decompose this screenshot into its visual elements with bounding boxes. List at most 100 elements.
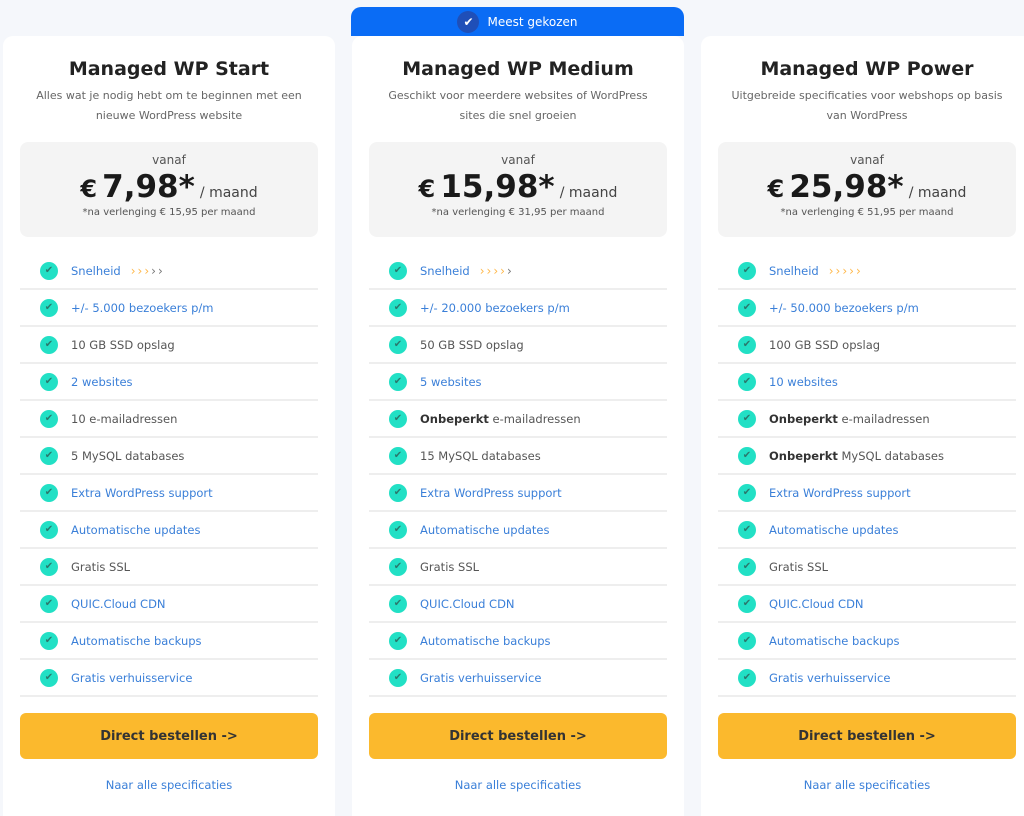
feature-item[interactable]: ✔ QUIC.Cloud CDN <box>20 586 318 623</box>
feature-item[interactable]: ✔ Automatische updates <box>369 512 667 549</box>
feature-text: 50 GB SSD opslag <box>420 337 524 352</box>
check-circle-icon: ✔ <box>389 409 407 428</box>
feature-bold: Onbeperkt <box>420 411 489 426</box>
chevron-right-icon: › <box>493 263 501 278</box>
check-circle-icon: ✔ <box>738 631 756 650</box>
feature-item[interactable]: ✔ QUIC.Cloud CDN <box>718 586 1016 623</box>
plan-description: Alles wat je nodig hebt om te beginnen m… <box>36 89 302 122</box>
price-prefix: vanaf <box>501 153 535 167</box>
currency: € <box>80 175 98 203</box>
currency: € <box>767 175 785 203</box>
feature-item[interactable]: ✔ 5 websites <box>369 364 667 401</box>
feature-item[interactable]: ✔ +/- 5.000 bezoekers p/m <box>20 290 318 327</box>
feature-text: Automatische updates <box>769 522 899 537</box>
check-circle-icon: ✔ <box>40 520 58 539</box>
all-specs-link[interactable]: Naar alle specificaties <box>803 778 931 792</box>
price-prefix: vanaf <box>850 153 884 167</box>
chevron-right-icon: › <box>506 263 514 278</box>
feature-item[interactable]: ✔ Automatische backups <box>718 623 1016 660</box>
check-circle-icon: ✔ <box>389 520 407 539</box>
feature-text: Automatische backups <box>769 633 900 648</box>
feature-item[interactable]: ✔ QUIC.Cloud CDN <box>369 586 667 623</box>
feature-text: Automatische updates <box>420 522 550 537</box>
feature-item[interactable]: ✔ Snelheid ››››› <box>718 253 1016 290</box>
check-circle-icon: ✔ <box>389 446 407 465</box>
feature-item: ✔ Gratis SSL <box>718 549 1016 586</box>
feature-text: e-mailadressen <box>488 411 581 426</box>
feature-item[interactable]: ✔ Extra WordPress support <box>718 475 1016 512</box>
feature-text: 10 GB SSD opslag <box>71 337 175 352</box>
price-prefix: vanaf <box>152 153 186 167</box>
plan-description: Geschikt voor meerdere websites of WordP… <box>388 89 648 122</box>
order-button[interactable]: Direct bestellen -> <box>369 713 667 759</box>
plan-title: Managed WP Medium <box>402 58 634 80</box>
feature-item: ✔ 5 MySQL databases <box>20 438 318 475</box>
check-circle-icon: ✔ <box>389 668 407 687</box>
feature-item[interactable]: ✔ 2 websites <box>20 364 318 401</box>
most-chosen-badge: ✔ Meest gekozen <box>351 7 684 36</box>
check-circle-icon: ✔ <box>738 298 756 317</box>
check-circle-icon: ✔ <box>738 594 756 613</box>
renewal-note: *na verlenging € 51,95 per maand <box>780 207 954 218</box>
feature-item[interactable]: ✔ Gratis verhuisservice <box>718 660 1016 697</box>
feature-text: +/- 50.000 bezoekers p/m <box>769 300 919 315</box>
order-button[interactable]: Direct bestellen -> <box>718 713 1016 759</box>
check-circle-icon: ✔ <box>40 483 58 502</box>
plan-description: Uitgebreide specificaties voor webshops … <box>731 89 1003 122</box>
feature-text: Gratis verhuisservice <box>769 670 891 685</box>
feature-item: ✔ Gratis SSL <box>369 549 667 586</box>
feature-text: Extra WordPress support <box>71 485 213 500</box>
feature-text: 5 websites <box>420 374 482 389</box>
check-circle-icon: ✔ <box>40 335 58 354</box>
feature-item[interactable]: ✔ Automatische backups <box>20 623 318 660</box>
feature-text: Snelheid <box>71 263 121 278</box>
feature-item[interactable]: ✔ Automatische updates <box>20 512 318 549</box>
feature-list: ✔ Snelheid ››››› ✔ +/- 50.000 bezoekers p/m ✔… <box>718 253 1016 697</box>
all-specs-link[interactable]: Naar alle specificaties <box>454 778 582 792</box>
feature-item[interactable]: ✔ Extra WordPress support <box>369 475 667 512</box>
chevron-right-icon: › <box>835 263 843 278</box>
speed-rating: ››››› <box>829 264 863 278</box>
feature-item: ✔ Onbeperkt MySQL databases <box>718 438 1016 475</box>
feature-item[interactable]: ✔ Automatische updates <box>718 512 1016 549</box>
feature-item[interactable]: ✔ +/- 20.000 bezoekers p/m <box>369 290 667 327</box>
feature-item[interactable]: ✔ Snelheid ››››› <box>369 253 667 290</box>
check-circle-icon: ✔ <box>738 446 756 465</box>
check-circle-icon: ✔ <box>389 594 407 613</box>
chevron-right-icon: › <box>500 263 507 278</box>
feature-item[interactable]: ✔ +/- 50.000 bezoekers p/m <box>718 290 1016 327</box>
check-circle-icon: ✔ <box>389 261 407 280</box>
check-circle-icon: ✔ <box>40 557 58 576</box>
feature-item[interactable]: ✔ Gratis verhuisservice <box>369 660 667 697</box>
all-specs-link[interactable]: Naar alle specificaties <box>105 778 233 792</box>
feature-text: 100 GB SSD opslag <box>769 337 881 352</box>
feature-item[interactable]: ✔ Snelheid ››››› <box>20 253 318 290</box>
chevron-right-icon: › <box>842 263 850 278</box>
feature-item: ✔ 10 GB SSD opslag <box>20 327 318 364</box>
renewal-note: *na verlenging € 15,95 per maand <box>82 207 256 218</box>
feature-text: Automatische updates <box>71 522 201 537</box>
check-circle-icon: ✔ <box>738 520 756 539</box>
check-circle-icon: ✔ <box>738 372 756 391</box>
order-button[interactable]: Direct bestellen -> <box>20 713 318 759</box>
feature-item[interactable]: ✔ Gratis verhuisservice <box>20 660 318 697</box>
feature-item[interactable]: ✔ 10 websites <box>718 364 1016 401</box>
chevron-right-icon: › <box>828 263 836 278</box>
feature-text: e-mailadressen <box>837 411 930 426</box>
feature-item[interactable]: ✔ Automatische backups <box>369 623 667 660</box>
check-circle-icon: ✔ <box>40 261 58 280</box>
feature-text: +/- 20.000 bezoekers p/m <box>420 300 570 315</box>
check-circle-icon: ✔ <box>40 631 58 650</box>
renewal-note: *na verlenging € 31,95 per maand <box>431 207 605 218</box>
feature-item: ✔ Gratis SSL <box>20 549 318 586</box>
feature-text: Extra WordPress support <box>420 485 562 500</box>
price-period: / maand <box>908 185 967 201</box>
plan-card: Managed WP Start Alles wat je nodig hebt… <box>3 36 335 816</box>
chevron-right-icon: › <box>137 263 145 278</box>
chevron-right-icon: › <box>855 263 863 278</box>
feature-text: Snelheid <box>769 263 819 278</box>
feature-item[interactable]: ✔ Extra WordPress support <box>20 475 318 512</box>
badge-label: Meest gekozen <box>487 14 578 29</box>
plan-title: Managed WP Start <box>68 58 270 80</box>
feature-item: ✔ 50 GB SSD opslag <box>369 327 667 364</box>
